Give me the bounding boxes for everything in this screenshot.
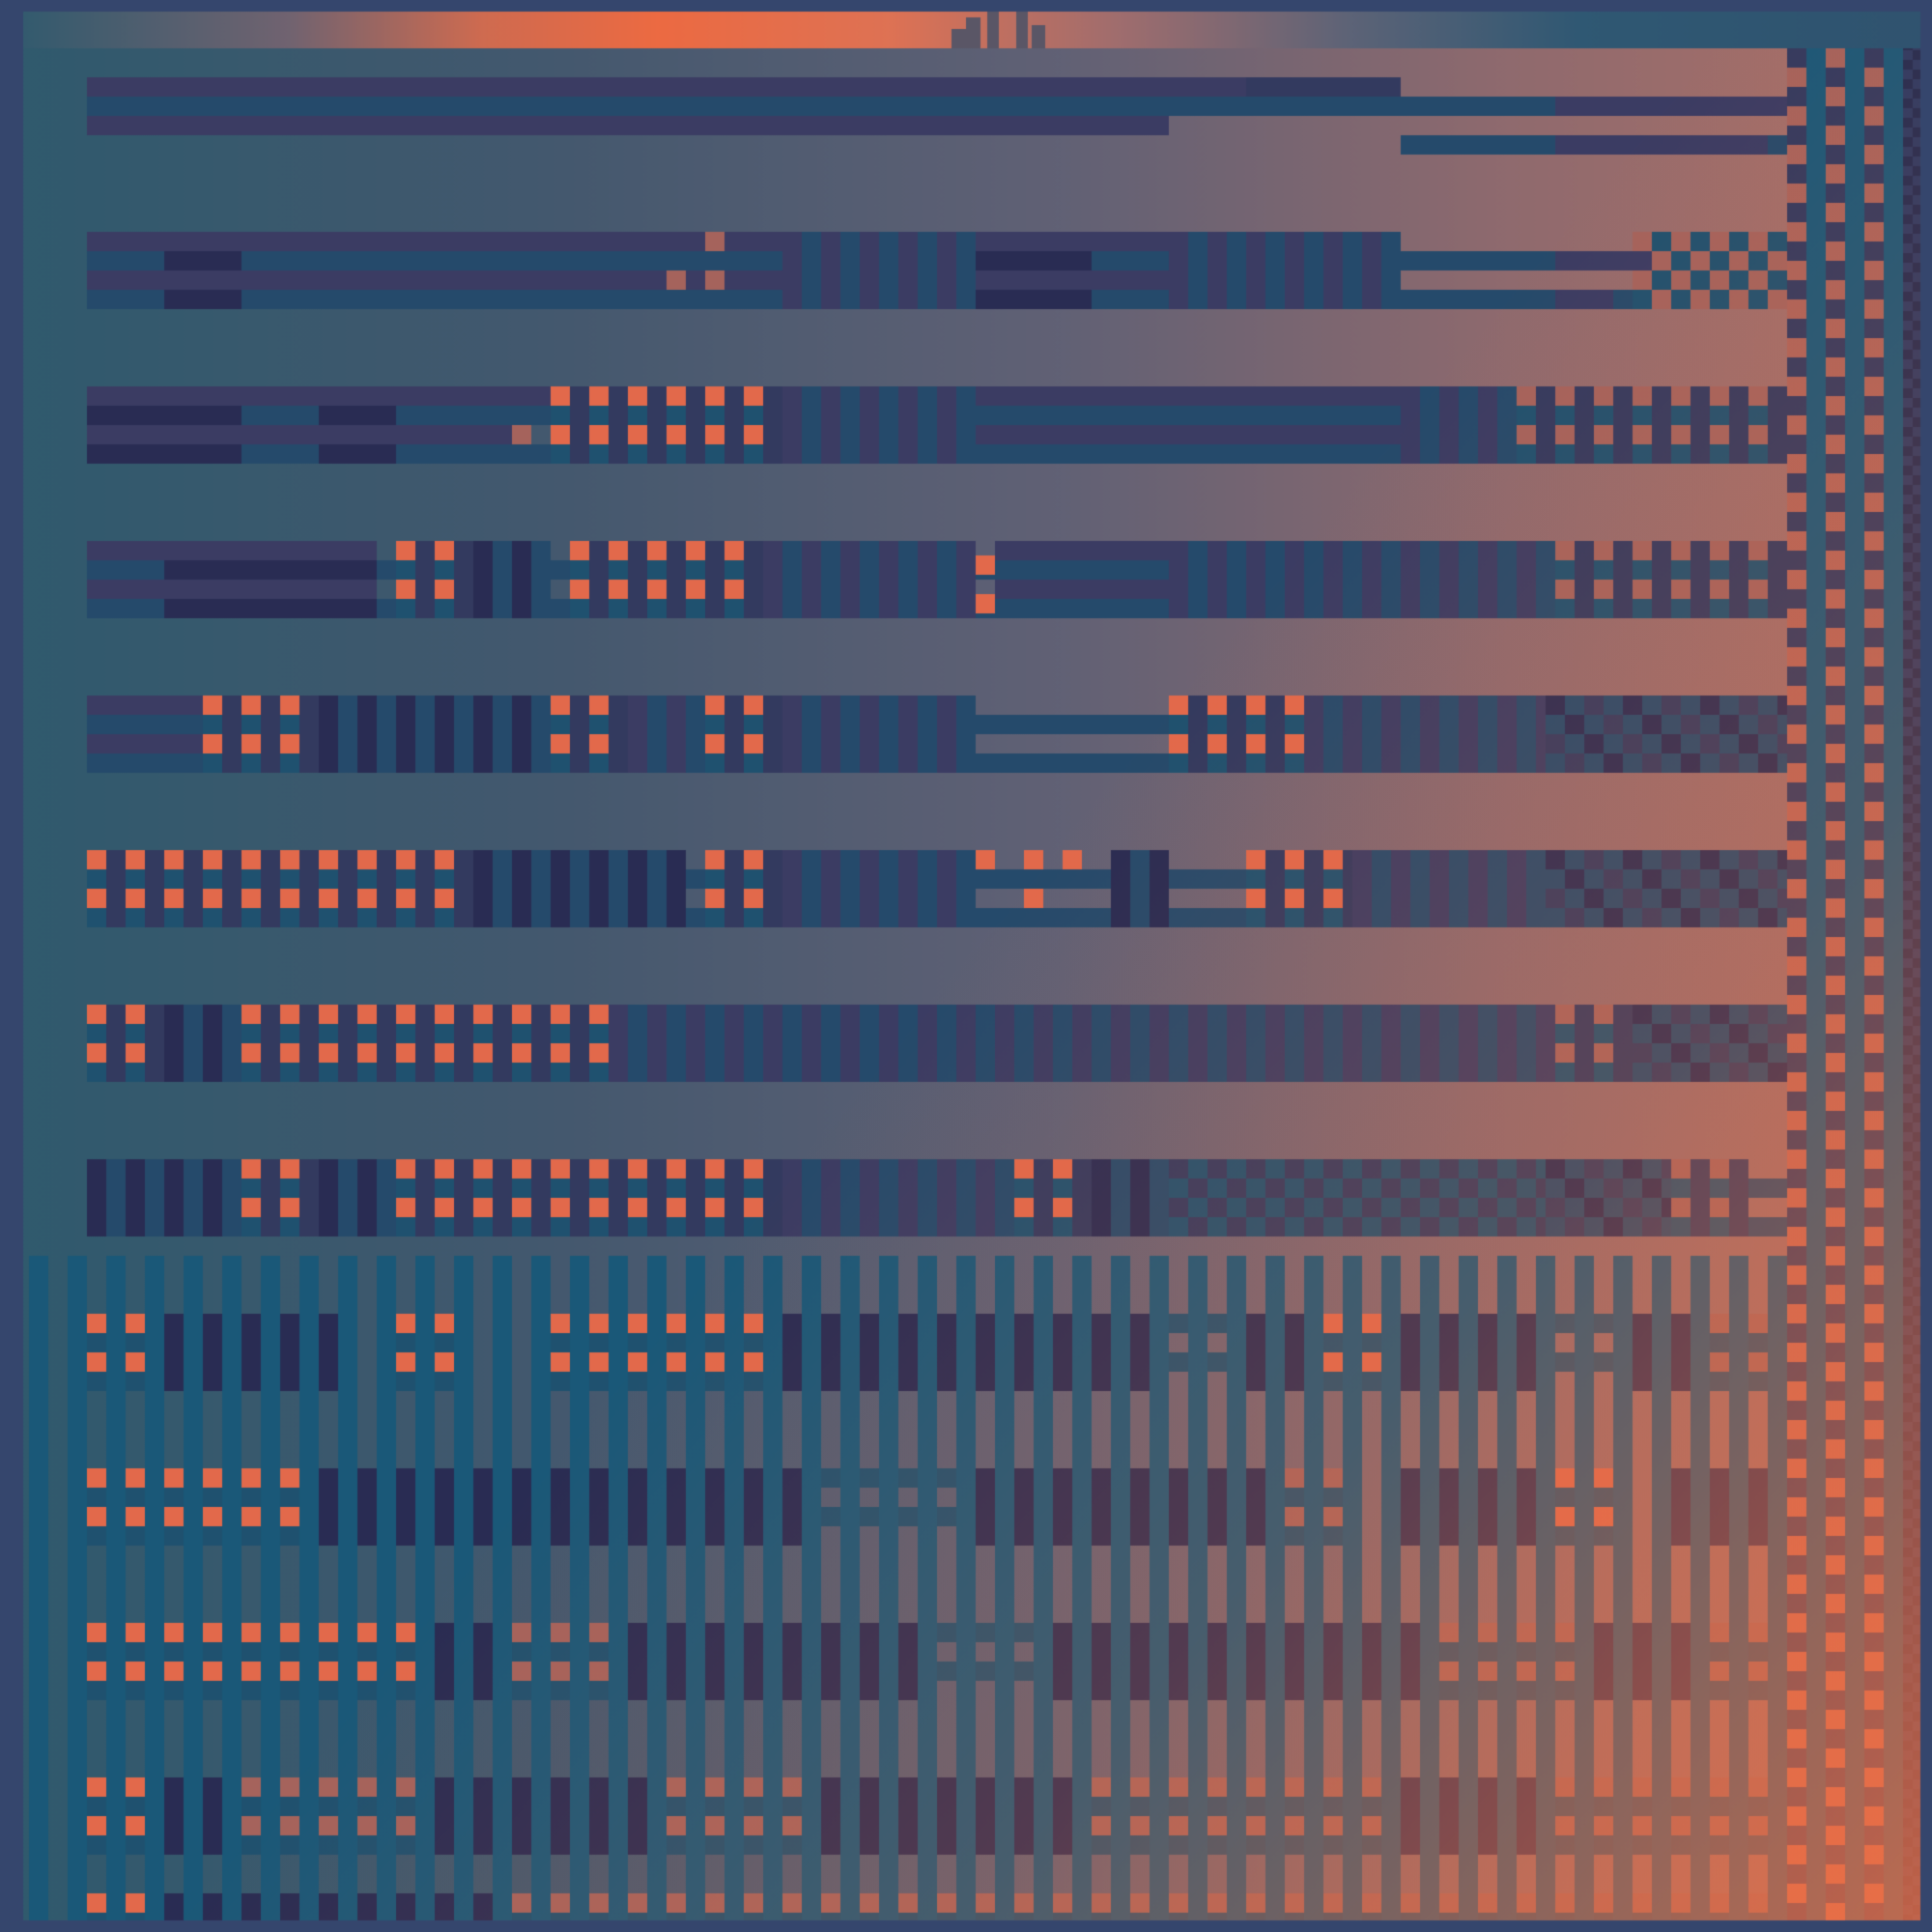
mosaic-canvas xyxy=(0,0,1932,1932)
pixel-mosaic-artwork xyxy=(0,0,1932,1932)
